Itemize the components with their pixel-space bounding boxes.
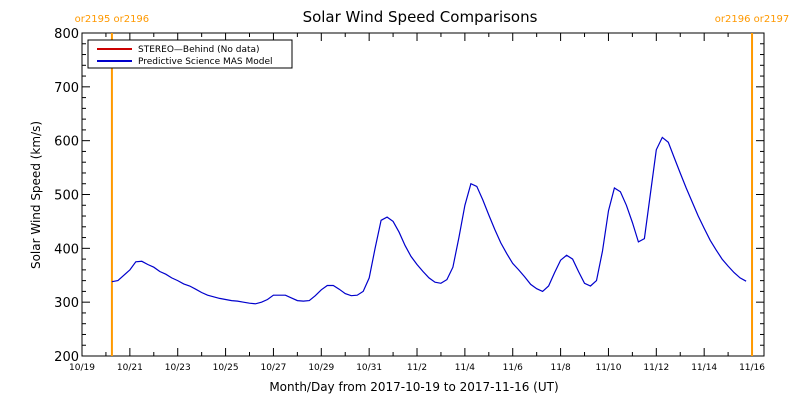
y-tick-label-300: 300	[54, 296, 79, 311]
x-tick-label-10/25: 10/25	[213, 363, 239, 373]
x-axis: 10/19 10/21 10/23 10/25 10/27 10/29 10/31 11/2 1…	[69, 33, 765, 373]
series-line-1	[111, 136, 747, 305]
x-tick-label-11/12: 11/12	[643, 363, 669, 373]
legend-entry-mas-model: Predictive Science MAS Model	[138, 57, 273, 67]
x-axis-label: Month/Day from 2017-10-19 to 2017-11-16 …	[269, 380, 558, 394]
y-tick-label-600: 600	[54, 135, 79, 150]
cr-marker-label-0: or2195 or2196	[75, 14, 150, 25]
x-tick-label-10/21: 10/21	[117, 363, 143, 373]
plot-frame	[81, 32, 765, 357]
x-tick-label-11/16: 11/16	[739, 363, 765, 373]
cr-marker-label-1: or2196 or2197	[715, 14, 790, 25]
x-tick-label-11/2: 11/2	[407, 363, 427, 373]
y-tick-label-200: 200	[54, 350, 79, 365]
y-axis-label: Solar Wind Speed (km/s)	[29, 121, 43, 269]
y-tick-label-700: 700	[54, 81, 79, 96]
x-tick-label-10/31: 10/31	[356, 363, 382, 373]
x-tick-label-11/14: 11/14	[691, 363, 717, 373]
legend-box	[87, 39, 293, 69]
x-tick-label-10/19: 10/19	[69, 363, 95, 373]
x-tick-label-11/8: 11/8	[550, 363, 570, 373]
x-tick-label-11/4: 11/4	[455, 363, 475, 373]
y-tick-label-800: 800	[54, 27, 79, 42]
x-tick-label-10/23: 10/23	[165, 363, 191, 373]
series-layer	[111, 136, 747, 305]
carrington-rotation-markers: or2195 or2196 or2196 or2197	[75, 14, 790, 356]
x-tick-label-11/6: 11/6	[503, 363, 523, 373]
x-tick-label-10/29: 10/29	[308, 363, 334, 373]
x-tick-label-11/10: 11/10	[595, 363, 621, 373]
chart-title: Solar Wind Speed Comparisons	[303, 8, 538, 26]
y-tick-label-500: 500	[54, 189, 79, 204]
legend: STEREO—Behind (No data) Predictive Scien…	[87, 39, 293, 69]
x-tick-label-10/27: 10/27	[260, 363, 286, 373]
y-tick-label-400: 400	[54, 242, 79, 257]
legend-entry-stereo: STEREO—Behind (No data)	[138, 45, 260, 55]
y-axis: 200 300 400 500 600 700 800	[54, 27, 764, 365]
